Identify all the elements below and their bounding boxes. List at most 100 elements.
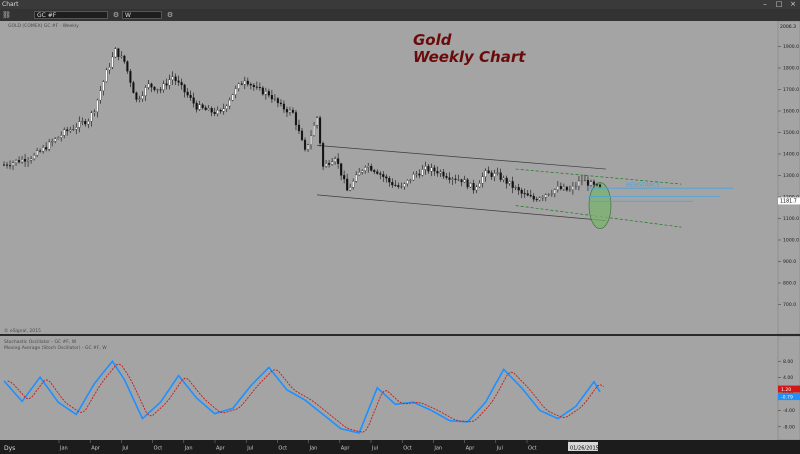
candle-body [508,181,511,184]
candle-body [213,112,216,114]
window-title: Chart [2,1,19,8]
price-tick-label: 800.0 [783,281,796,287]
candle-body [219,110,222,112]
last-price-label: 1181.7 [780,199,797,205]
candle-body [249,84,252,86]
oscillator-tick-labels: -8.00-4.000.004.008.001.20-0.79 [778,359,800,430]
time-tick-label: Jan [433,446,442,452]
candle-body [180,82,183,86]
candle-body [397,185,400,187]
minimize-icon[interactable]: – [763,0,767,8]
candle-body [517,187,520,191]
candle-body [288,109,292,113]
candle-body [8,165,12,167]
candle-body [586,180,590,186]
price-tick-label: 1700.0 [783,87,799,93]
green-channel-upper [515,168,682,185]
candle-body [421,169,424,176]
stoch-k-line [3,359,601,434]
candle-body [294,112,298,126]
candle-body [589,181,593,186]
price-tick-label: 1600.0 [783,109,799,115]
time-tick-label: Apr [91,446,101,452]
candle-body [439,171,442,174]
candle-body [84,121,87,125]
candle-body [355,174,358,182]
symbol-input[interactable]: GC #F [34,11,108,19]
candle-body [583,180,586,181]
candle-body [36,150,39,156]
candle-body [138,98,141,100]
candle-body [406,180,409,184]
candle-body [532,195,535,200]
candle-body [45,147,48,150]
candle-body [282,103,285,110]
osc-d-badge [778,385,800,393]
highlight-ellipse-group [588,182,612,229]
settings-icon[interactable]: ⚙ [112,11,120,19]
candle-body [466,179,469,188]
candle-body [340,163,343,176]
candle-body [195,103,198,110]
candle-body [463,179,466,183]
candle-body [544,194,547,198]
candle-body [484,170,487,177]
interval-settings-icon[interactable]: ⚙ [166,11,174,19]
time-tick-label: Oct [403,446,412,452]
candle-body [174,76,177,82]
candle-body [63,129,66,136]
candle-body [159,89,162,91]
time-tick-label: Jul [496,446,503,452]
candle-body [108,67,111,71]
candle-body [162,83,165,91]
time-tick-label: Apr [216,446,226,452]
maximize-icon[interactable]: □ [775,0,783,8]
price-tick-label: 1900.0 [783,44,799,50]
candle-body [349,187,352,191]
candle-body [246,80,249,85]
osc-tick-label: 4.00 [783,375,793,381]
candle-body [448,177,451,180]
candle-body [141,95,144,99]
candle-body [123,55,126,62]
price-tick-label: 1500.0 [783,130,799,136]
time-tick-label: Apr [341,446,351,452]
candle-body [60,135,63,138]
candle-body [300,130,304,141]
link-icon[interactable]: ⛓ [2,11,11,19]
trend-channels [317,145,682,228]
candle-body [394,184,397,186]
panel-splitter[interactable] [0,334,800,336]
candle-body [499,172,502,180]
candle-body [364,167,367,171]
resistance-label: RESISTANCE [626,182,661,188]
candle-body [409,179,412,181]
candle-body [33,154,36,160]
candle-body [201,104,204,108]
candle-body [478,183,481,188]
time-tick-label: Apr [466,446,476,452]
candle-body [54,138,57,142]
candle-body [234,88,237,95]
candle-body [595,184,599,186]
close-icon[interactable]: × [790,0,796,8]
candle-body [430,167,433,172]
candle-body [120,55,123,58]
candle-body [132,82,135,93]
candle-body [177,80,180,83]
channel-upper-line [317,145,607,170]
chart-title-line1: Gold [413,31,452,49]
candle-body [57,137,60,139]
osc-d-label: 1.20 [781,387,791,393]
interval-input[interactable]: W [122,11,162,19]
candle-body [496,172,499,174]
candle-body [553,189,556,194]
osc-tick-label: -8.00 [783,424,795,430]
watermark: © eSignal, 2015 [4,327,41,334]
chart-area[interactable]: GOLD (COMEX) GC #F · Weekly © eSignal, 2… [0,21,800,454]
candle-body [165,83,168,86]
candle-body [264,91,267,95]
candle-body [216,110,219,114]
candle-body [481,176,484,184]
candle-body [400,186,403,188]
